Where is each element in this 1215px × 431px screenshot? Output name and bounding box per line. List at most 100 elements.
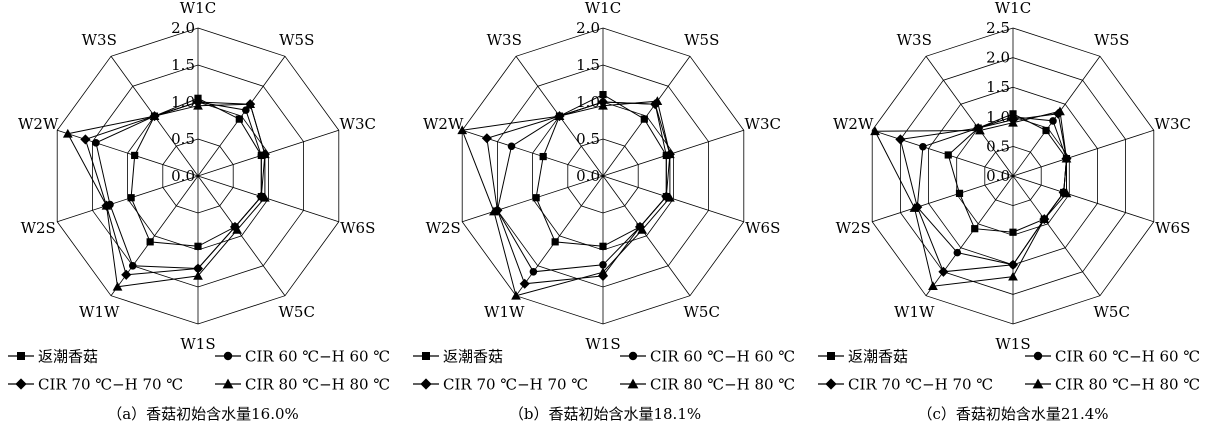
axis-spoke xyxy=(197,175,286,296)
legend-item: CIR 60 ℃−H 60 ℃ xyxy=(1025,348,1200,366)
axis-spoke xyxy=(1012,175,1101,296)
legend-item: CIR 60 ℃−H 60 ℃ xyxy=(215,348,390,366)
tick-label: 0.5 xyxy=(171,130,195,148)
axis-spoke xyxy=(872,175,1014,223)
data-point xyxy=(92,139,100,147)
data-point xyxy=(971,225,979,233)
axis-label: W3S xyxy=(487,31,522,49)
series-group xyxy=(870,106,1072,291)
series-group xyxy=(80,96,270,280)
data-point xyxy=(128,262,137,270)
data-point xyxy=(1061,188,1072,198)
axis-label: W2S xyxy=(426,219,461,237)
axis-label: W6S xyxy=(340,219,375,237)
legend-label: 返潮香菇 xyxy=(848,348,908,366)
radar-panel: 0.00.51.01.52.0W1CW5SW3CW6SW5CW1SW1WW2SW… xyxy=(8,0,390,423)
data-point xyxy=(507,142,516,151)
legend-marker xyxy=(15,378,27,390)
legend-label: CIR 60 ℃−H 60 ℃ xyxy=(1055,348,1200,366)
data-point xyxy=(532,194,540,202)
data-point xyxy=(242,106,250,114)
tick-label: 0.0 xyxy=(171,167,195,185)
legend-item: 返潮香菇 xyxy=(413,348,503,366)
data-point xyxy=(1061,153,1072,163)
data-point xyxy=(193,271,203,280)
axis-label: W6S xyxy=(745,219,780,237)
tick-label: 1.5 xyxy=(986,78,1010,96)
data-point xyxy=(489,206,499,216)
data-point xyxy=(529,268,538,276)
radar-panel: 0.0 0.5 1.0 1.5 2.0 2.5 W1C W5S W3C W6S W5C W1S W1W W… xyxy=(818,0,1200,423)
data-point xyxy=(944,151,952,159)
legend-label: CIR 70 ℃−H 70 ℃ xyxy=(443,376,588,394)
legend-label: CIR 70 ℃−H 70 ℃ xyxy=(38,376,183,394)
axis-label: W1C xyxy=(585,0,621,17)
series-group xyxy=(481,96,675,289)
data-point xyxy=(146,238,154,246)
axis-spoke xyxy=(1012,175,1154,223)
axis-spoke xyxy=(602,175,744,223)
axis-label: W2W xyxy=(833,115,874,133)
legend-item: CIR 70 ℃−H 70 ℃ xyxy=(413,376,588,394)
tick-label: 1.5 xyxy=(576,56,600,74)
series-group xyxy=(457,96,675,300)
data-point xyxy=(554,111,565,121)
legend-item: 返潮香菇 xyxy=(8,348,98,366)
tick-label: 2.0 xyxy=(171,19,195,37)
legend-label: CIR 60 ℃−H 60 ℃ xyxy=(245,348,390,366)
data-point xyxy=(637,225,648,234)
legend-item: CIR 70 ℃−H 70 ℃ xyxy=(8,376,183,394)
series-line xyxy=(67,103,266,288)
tick-label: 2.0 xyxy=(986,49,1010,67)
axis-label: W3C xyxy=(1155,115,1191,133)
axis-label: W1S xyxy=(995,335,1030,353)
data-point xyxy=(938,266,949,277)
legend-marker xyxy=(827,352,835,360)
data-point xyxy=(634,221,646,232)
legend-item: CIR 80 ℃−H 80 ℃ xyxy=(1025,376,1200,394)
legend-label: CIR 80 ℃−H 80 ℃ xyxy=(245,376,390,394)
data-point xyxy=(664,192,675,202)
legend-item: CIR 60 ℃−H 60 ℃ xyxy=(620,348,795,366)
data-point xyxy=(127,194,135,202)
data-point xyxy=(457,125,468,135)
legend-marker xyxy=(1032,378,1044,389)
data-point xyxy=(511,290,521,300)
legend-marker xyxy=(628,351,638,361)
data-point xyxy=(1007,259,1019,270)
data-point xyxy=(149,111,160,121)
data-point xyxy=(598,267,608,277)
axis-spoke xyxy=(925,175,1014,296)
data-point xyxy=(975,125,985,135)
data-point xyxy=(112,281,123,291)
tick-label: 1.0 xyxy=(986,108,1010,126)
radar-panel: 0.00.51.01.52.0W1CW5SW3CW6SW5CW1SW1WW2SW… xyxy=(413,0,795,423)
data-point xyxy=(928,281,938,291)
data-point xyxy=(245,99,256,109)
legend-marker xyxy=(825,378,837,390)
legend-label: CIR 70 ℃−H 70 ℃ xyxy=(848,376,993,394)
legend-marker xyxy=(1033,351,1043,361)
legend-label: 返潮香菇 xyxy=(443,348,503,366)
data-point xyxy=(192,263,204,274)
axis-label: W3S xyxy=(897,31,932,49)
tick-label: 0.5 xyxy=(576,130,600,148)
axis-label: W3C xyxy=(340,115,376,133)
axis-label: W2W xyxy=(423,115,464,133)
axis-label: W1S xyxy=(180,335,215,353)
axis-label: W5C xyxy=(1094,303,1130,321)
data-point xyxy=(235,115,243,123)
axis-label: W5S xyxy=(684,31,719,49)
data-point xyxy=(640,115,648,123)
data-point xyxy=(870,126,880,136)
axis-label: W2W xyxy=(18,115,59,133)
data-point xyxy=(194,242,202,250)
axis-label: W5S xyxy=(279,31,314,49)
data-point xyxy=(599,242,607,250)
tick-label: 2.0 xyxy=(576,19,600,37)
data-point xyxy=(909,203,920,212)
data-point xyxy=(1042,126,1050,135)
tick-label: 0.0 xyxy=(576,167,600,185)
axis-label: W1W xyxy=(894,303,935,321)
data-point xyxy=(1049,117,1057,125)
